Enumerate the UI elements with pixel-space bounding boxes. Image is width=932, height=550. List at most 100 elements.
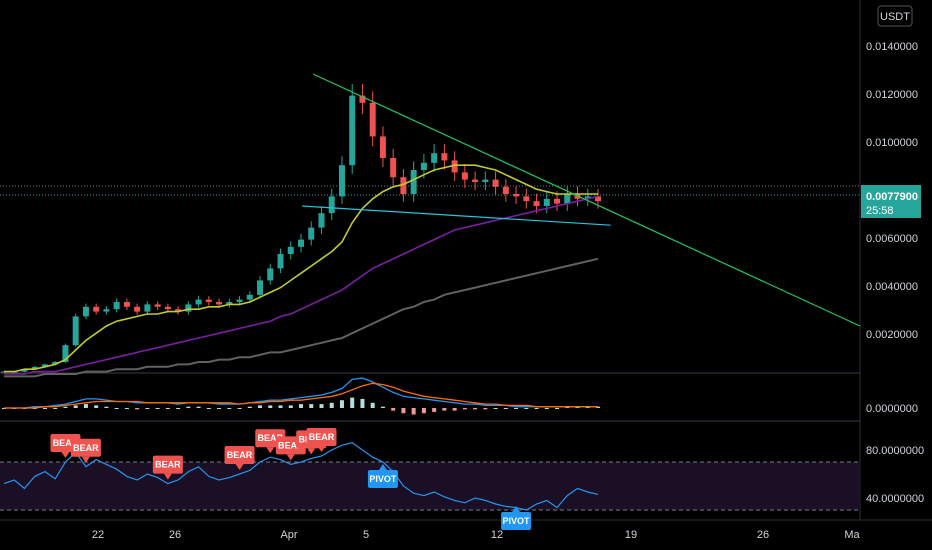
macd-histogram-bar (268, 405, 273, 408)
candle-body (21, 369, 28, 372)
macd-histogram-bar (114, 408, 119, 409)
macd-histogram-bar (206, 408, 211, 409)
candle-body (379, 136, 386, 158)
candle-body (390, 158, 397, 178)
macd-histogram-bar (483, 408, 488, 410)
candle-body (461, 172, 468, 180)
price-tick: 0.0020000 (866, 329, 918, 341)
macd-histogram-bar (227, 408, 232, 409)
macd-histogram-bar (370, 402, 375, 408)
signal-text: BEAR (309, 432, 335, 442)
candle-body (502, 186, 509, 194)
candle-body (369, 102, 376, 137)
signal-pointer (81, 456, 90, 463)
pivot-signal-label: PIVOT (367, 464, 398, 488)
bear-signal-label: BEAR (152, 455, 183, 480)
macd-histogram-bar (288, 405, 293, 408)
macd-histogram-bar (63, 406, 68, 408)
macd-histogram-bar (452, 408, 457, 411)
candle-body (533, 201, 540, 206)
rsi-panel: BEARBEARBEARBEARBEARBEARBEARBEARPIVOTPIV… (3, 428, 599, 530)
signal-text: BEAR (53, 438, 79, 448)
signal-text: PIVOT (503, 516, 531, 526)
macd-histogram-bar (104, 406, 109, 408)
candle-body (410, 170, 417, 194)
candle-body (318, 213, 325, 228)
candle-body (298, 239, 304, 247)
signal-text: BEAR (73, 443, 99, 453)
candle-body (267, 268, 274, 281)
bear-signal-label: BEAR (70, 438, 101, 463)
signal-pointer (266, 447, 275, 454)
macd-histogram-bar (514, 408, 519, 409)
candle-body (31, 366, 38, 370)
candle-body (513, 194, 520, 197)
macd-histogram-bar (319, 404, 324, 408)
candle-body (595, 196, 601, 202)
candle-body (185, 304, 192, 312)
macd-line (4, 377, 598, 409)
candle-body (554, 198, 561, 204)
macd-histogram-bar (186, 406, 191, 408)
candle-body (564, 194, 571, 204)
macd-histogram-bar (94, 405, 99, 408)
signal-box (501, 512, 532, 530)
candle-body (441, 153, 448, 161)
time-tick: 19 (625, 529, 637, 541)
candle-body (123, 302, 130, 307)
time-axis: 22 26 Apr 5 12 19 26 Ma (92, 529, 861, 541)
macd-histogram-bar (442, 408, 447, 411)
signal-box (367, 470, 398, 488)
candle-body (144, 304, 151, 312)
price-panel (1, 73, 861, 378)
candle-body (52, 362, 59, 365)
macd-histogram-bar (155, 408, 160, 409)
candle-body (205, 299, 212, 302)
signal-box (306, 428, 337, 446)
bear-signal-label: BEAR (306, 428, 337, 452)
rsi-band-fill (0, 462, 860, 510)
candle-body (328, 196, 335, 214)
time-tick: 5 (363, 529, 369, 541)
macd-histogram-bar (278, 405, 283, 408)
candle-body (62, 345, 69, 362)
price-tick: 0.0100000 (866, 137, 918, 149)
candle-body (246, 294, 253, 300)
candle-body (359, 95, 366, 103)
bear-signal-label: BEAR (224, 446, 255, 470)
candle-body (175, 309, 182, 312)
time-tick: 26 (169, 529, 181, 541)
macd-histogram-bar (309, 404, 314, 408)
candle-body (543, 198, 550, 206)
candle-body (451, 160, 458, 173)
candle-body (523, 196, 530, 202)
rsi-tick: 40.0000000 (866, 493, 924, 505)
macd-signal-line (4, 382, 598, 409)
signal-box (224, 446, 255, 464)
macd-histogram-bar (360, 398, 365, 408)
candle-body (431, 153, 438, 163)
macd-histogram-bar (350, 397, 355, 408)
candle-body (338, 165, 345, 197)
candle-body (277, 254, 284, 269)
candle-body (41, 364, 48, 367)
macd-histogram-bar (421, 408, 426, 414)
candle-body (164, 306, 171, 310)
signal-pointer (235, 464, 244, 470)
macd-histogram-bar (53, 408, 58, 409)
signal-box (152, 455, 183, 474)
signal-box (70, 438, 101, 457)
current-price: 0.0077900 (866, 191, 918, 203)
time-tick: Ma (844, 529, 860, 541)
ma-long-line (4, 257, 599, 378)
macd-histogram-bar (299, 404, 303, 408)
candle-body (492, 179, 499, 187)
signal-text: BEAR (258, 433, 284, 443)
macd-histogram-bar (165, 408, 170, 409)
signal-text: BEAR (155, 460, 181, 470)
signal-pointer (163, 473, 172, 480)
candle-body (134, 306, 141, 312)
pivot-signal-label: PIVOT (501, 506, 532, 530)
currency-button[interactable]: USDT (877, 5, 913, 27)
macd-histogram-bar (380, 406, 385, 408)
